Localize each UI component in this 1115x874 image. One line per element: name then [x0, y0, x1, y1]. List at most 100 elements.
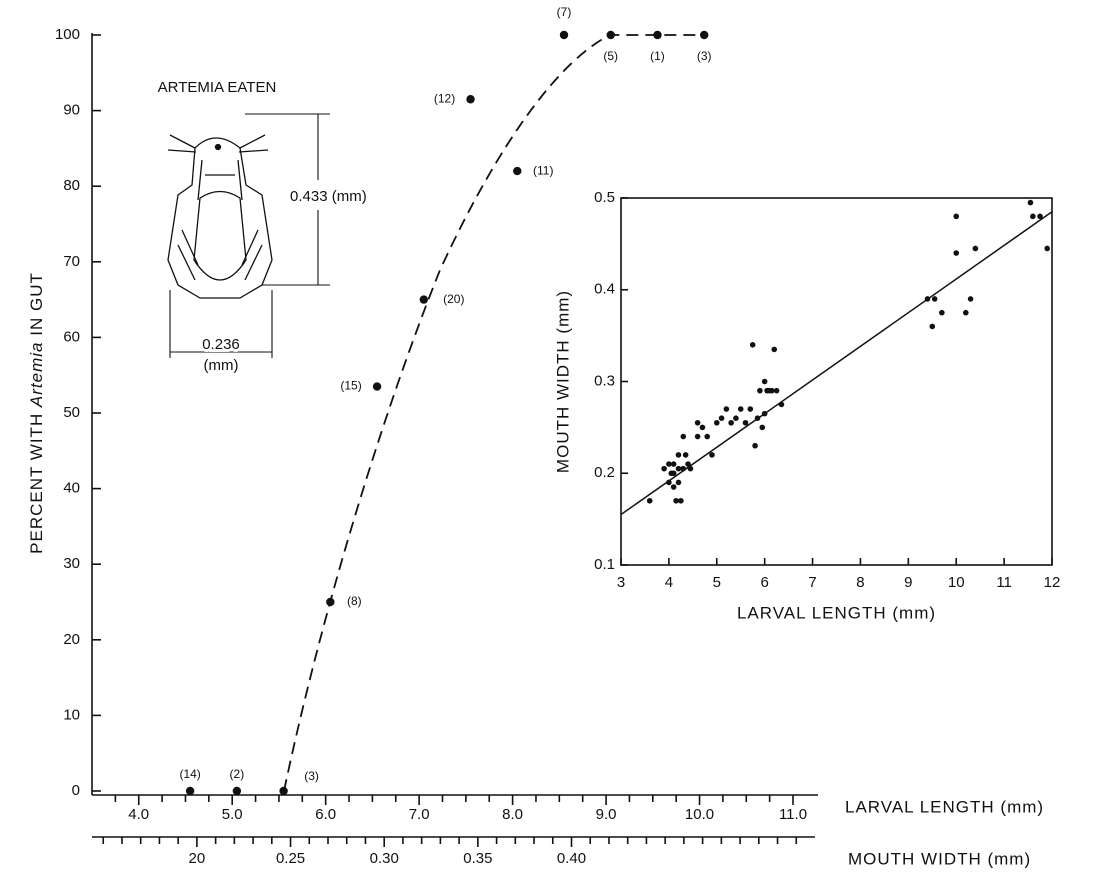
- data-point: [699, 424, 706, 431]
- data-point: [929, 323, 936, 330]
- data-point: [967, 296, 974, 302]
- data-point: [675, 452, 682, 458]
- x-tick-label: 10.0: [685, 806, 714, 823]
- data-point: [778, 401, 785, 408]
- drawing-label: ARTEMIA EATEN: [158, 79, 277, 96]
- data-point: [718, 415, 725, 422]
- x2-axis-label: MOUTH WIDTH (mm): [848, 849, 1031, 868]
- data-point: [733, 415, 739, 422]
- y-tick-label: 80: [63, 177, 80, 194]
- data-point: [661, 465, 667, 472]
- x2-tick-label: 0.40: [557, 850, 586, 867]
- x-tick-label: 4: [665, 574, 673, 591]
- data-point: [704, 433, 710, 440]
- data-point: [1030, 213, 1036, 220]
- y-tick-label: 0.1: [594, 556, 615, 573]
- y-tick-label: 0: [72, 782, 80, 799]
- data-point: [680, 433, 687, 440]
- x-tick-label: 6: [760, 574, 768, 591]
- point-label: (14): [179, 767, 200, 781]
- x-tick-label: 12: [1044, 574, 1061, 591]
- data-point: [1027, 199, 1034, 206]
- x-tick-label: 9.0: [596, 806, 617, 823]
- y-tick-label: 0.3: [594, 372, 615, 389]
- data-point: [769, 387, 775, 394]
- point-label: (5): [603, 49, 618, 63]
- x-tick-label: 9: [904, 574, 912, 591]
- point-label: (12): [434, 91, 455, 105]
- y-tick-label: 60: [63, 328, 80, 345]
- y-tick-label: 0.4: [594, 281, 615, 298]
- data-point: [673, 497, 679, 504]
- y-tick-label: 40: [63, 480, 80, 497]
- data-point: [466, 95, 475, 104]
- x-tick-label: 5: [713, 574, 721, 591]
- data-point: [670, 461, 677, 467]
- y-tick-label: 0.5: [594, 189, 615, 206]
- x2-tick-label: 0.25: [276, 850, 305, 867]
- data-point: [694, 433, 701, 440]
- y-tick-label: 50: [63, 404, 80, 421]
- data-point: [1044, 245, 1051, 252]
- y-axis-label: PERCENT WITH Artemia IN GUT: [27, 272, 46, 554]
- data-point: [723, 406, 730, 412]
- x-tick-label: 3: [617, 574, 625, 591]
- data-point: [709, 452, 715, 458]
- data-point: [513, 166, 522, 176]
- data-point: [759, 424, 766, 431]
- data-point: [1037, 213, 1043, 220]
- dimension-lines: [169, 113, 330, 358]
- data-point: [559, 30, 569, 40]
- x-tick-label: 8.0: [502, 806, 523, 823]
- x2-tick-label: 0.35: [463, 850, 492, 867]
- data-point: [953, 250, 960, 256]
- data-point: [326, 597, 335, 607]
- x2-tick-label: 0.30: [370, 850, 399, 867]
- y-tick-label: 100: [55, 26, 80, 43]
- point-label: (3): [304, 769, 319, 783]
- data-point: [682, 452, 689, 458]
- data-point: [670, 470, 677, 477]
- x-tick-label: 7.0: [409, 806, 430, 823]
- point-label: (8): [347, 594, 362, 608]
- x-tick-label: 11.0: [779, 806, 807, 823]
- y-tick-label: 70: [63, 253, 80, 270]
- data-point: [924, 296, 931, 302]
- y-tick-label: 30: [63, 555, 80, 572]
- data-point: [742, 419, 749, 426]
- point-label: (15): [340, 379, 361, 393]
- drawing-length: 0.433 (mm): [290, 188, 367, 205]
- data-point: [678, 497, 684, 504]
- point-label: (7): [557, 5, 572, 19]
- data-point: [754, 415, 761, 422]
- drawing-width: 0.236: [202, 336, 240, 353]
- data-point: [757, 387, 763, 394]
- x-tick-label: 6.0: [315, 806, 336, 823]
- larva-drawing: [167, 134, 273, 299]
- data-point: [773, 387, 780, 394]
- y-tick-label: 20: [63, 631, 80, 648]
- data-point: [666, 479, 672, 486]
- x-tick-label: 10: [948, 574, 965, 591]
- data-point: [694, 419, 701, 426]
- y-axis-label: MOUTH WIDTH (mm): [553, 290, 572, 473]
- inset-frame: [620, 197, 1053, 566]
- data-point: [419, 295, 429, 304]
- data-point: [761, 410, 768, 417]
- data-point: [728, 419, 734, 426]
- data-point: [771, 346, 778, 353]
- drawing-width-unit: (mm): [204, 357, 239, 374]
- data-point: [752, 442, 758, 449]
- data-point: [761, 378, 768, 385]
- data-point: [685, 461, 691, 467]
- data-point: [606, 30, 615, 40]
- data-point: [953, 213, 960, 220]
- point-label: (2): [230, 767, 245, 781]
- data-point: [372, 382, 382, 391]
- data-point: [972, 245, 979, 252]
- y-tick-label: 90: [63, 102, 80, 119]
- data-point: [675, 465, 682, 472]
- data-point: [700, 30, 709, 40]
- data-point: [653, 30, 662, 40]
- data-point: [670, 484, 677, 490]
